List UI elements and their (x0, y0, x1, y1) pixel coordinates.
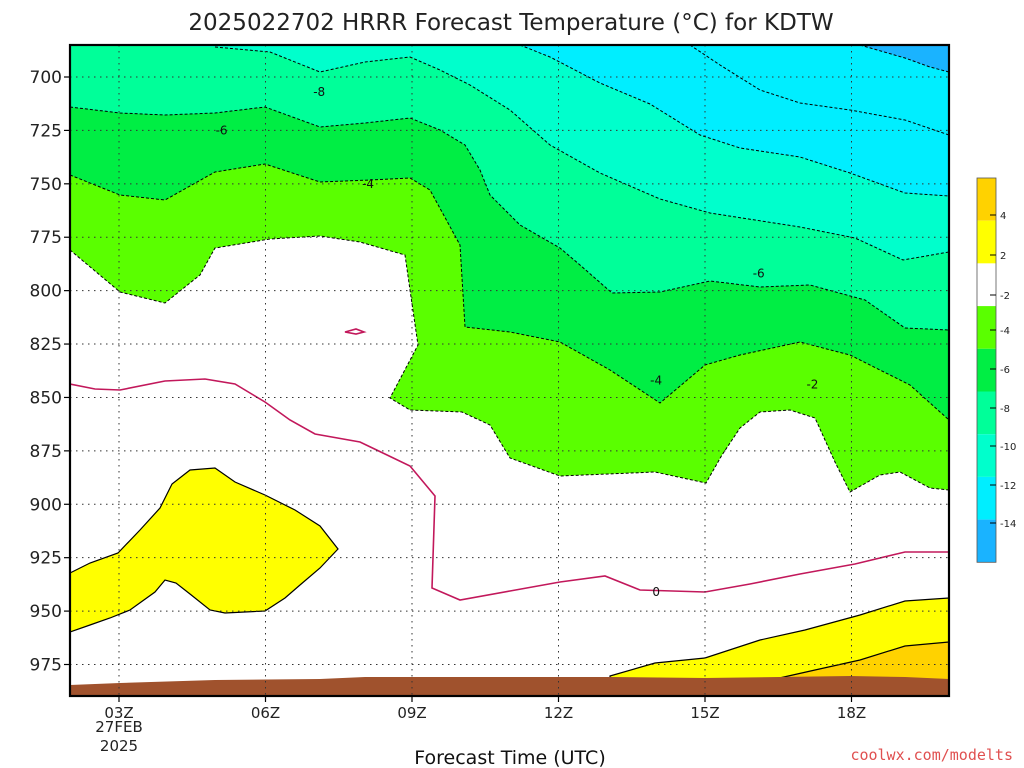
pressure-tick-label: 925 (30, 549, 62, 569)
contour-label: -8 (313, 85, 325, 99)
colorbar-label: -6 (1000, 365, 1010, 376)
colorbar-swatch (977, 178, 996, 221)
time-tick-label: 18Z (837, 704, 866, 722)
pressure-tick-label: 700 (30, 68, 62, 88)
contour-label: -6 (216, 123, 228, 137)
pressure-gridlines (70, 76, 949, 665)
time-tick-label: 15Z (690, 704, 719, 722)
band-minus12 (680, 45, 949, 135)
colorbar-label: -8 (1000, 404, 1010, 415)
contour-label: -4 (650, 373, 662, 387)
colorbar-swatch (977, 476, 996, 520)
pressure-tick-label: 950 (30, 602, 62, 622)
contour-label: -2 (806, 378, 818, 392)
pressure-tick-label: 975 (30, 656, 62, 676)
contour-minus14 (859, 45, 949, 73)
credit-text: coolwx.com/modelts (850, 746, 1013, 764)
x-axis-title: Forecast Time (UTC) (414, 747, 605, 768)
x-date-year: 2025 (100, 737, 138, 755)
contour-minus4 (70, 163, 949, 421)
colorbar-swatch (977, 306, 996, 349)
pressure-tick-label: 775 (30, 228, 62, 248)
time-tick-label: 12Z (544, 704, 573, 722)
subzero-contours (70, 45, 949, 493)
freezing-contour (70, 328, 949, 601)
colorbar-label: -10 (1000, 442, 1016, 453)
temperature-field (70, 45, 949, 696)
colorbar-swatch (977, 348, 996, 392)
pressure-tick-label: 800 (30, 282, 62, 302)
plot-frame (68, 43, 951, 698)
band-minus14 (860, 45, 949, 72)
contour-label: -6 (753, 267, 765, 281)
colorbar-swatch (977, 519, 996, 563)
colorbar: 4 2 -2 -4 -6 -8 -10 -12 -14 (976, 177, 1016, 563)
colorbar-label: -2 (1000, 291, 1010, 302)
colorbar-swatch (977, 391, 996, 435)
pressure-tick-label: 900 (30, 495, 62, 515)
time-tick-label: 06Z (251, 704, 280, 722)
warm-pocket-2 (70, 467, 339, 633)
colorbar-swatch (977, 434, 996, 477)
colorbar-label: -12 (1000, 481, 1016, 492)
contour-zero-islet (344, 328, 367, 335)
contour-label: -4 (362, 177, 374, 191)
colorbar-label: 2 (1000, 251, 1006, 262)
contour-minus6 (70, 106, 949, 331)
colorbar-frame (976, 177, 997, 563)
pressure-tick-label: 850 (30, 388, 62, 408)
time-gridlines (118, 45, 852, 696)
colorbar-swatch (977, 220, 996, 264)
pressure-axis: 700 725 750 775 800 825 850 875 900 925 950 975 (30, 68, 70, 676)
contour-minus2 (70, 235, 949, 493)
time-axis: 03Z 06Z 09Z 12Z 15Z 18Z (104, 696, 866, 722)
ground-below-surface (70, 676, 949, 696)
contour-minus8 (214, 46, 949, 261)
colorbar-swatch (977, 263, 996, 307)
time-tick-label: 03Z (104, 704, 133, 722)
pressure-tick-label: 875 (30, 442, 62, 462)
contour-minus12 (689, 45, 949, 136)
pressure-tick-label: 725 (30, 121, 62, 141)
contour-zero (70, 378, 949, 601)
colorbar-label: -4 (1000, 326, 1010, 337)
contour-minus10 (519, 45, 949, 197)
contour-label: 0 (652, 585, 660, 599)
time-tick-label: 09Z (397, 704, 426, 722)
colorbar-label: 4 (1000, 211, 1006, 222)
x-date-day: 27FEB (95, 718, 142, 736)
contour-labels: -8 -6 -4 -6 -4 -2 0 (216, 85, 819, 599)
pressure-tick-label: 750 (30, 175, 62, 195)
colorbar-label: -14 (1000, 519, 1016, 530)
chart-title: 2025022702 HRRR Forecast Temperature (°C… (188, 10, 833, 36)
pressure-tick-label: 825 (30, 335, 62, 355)
